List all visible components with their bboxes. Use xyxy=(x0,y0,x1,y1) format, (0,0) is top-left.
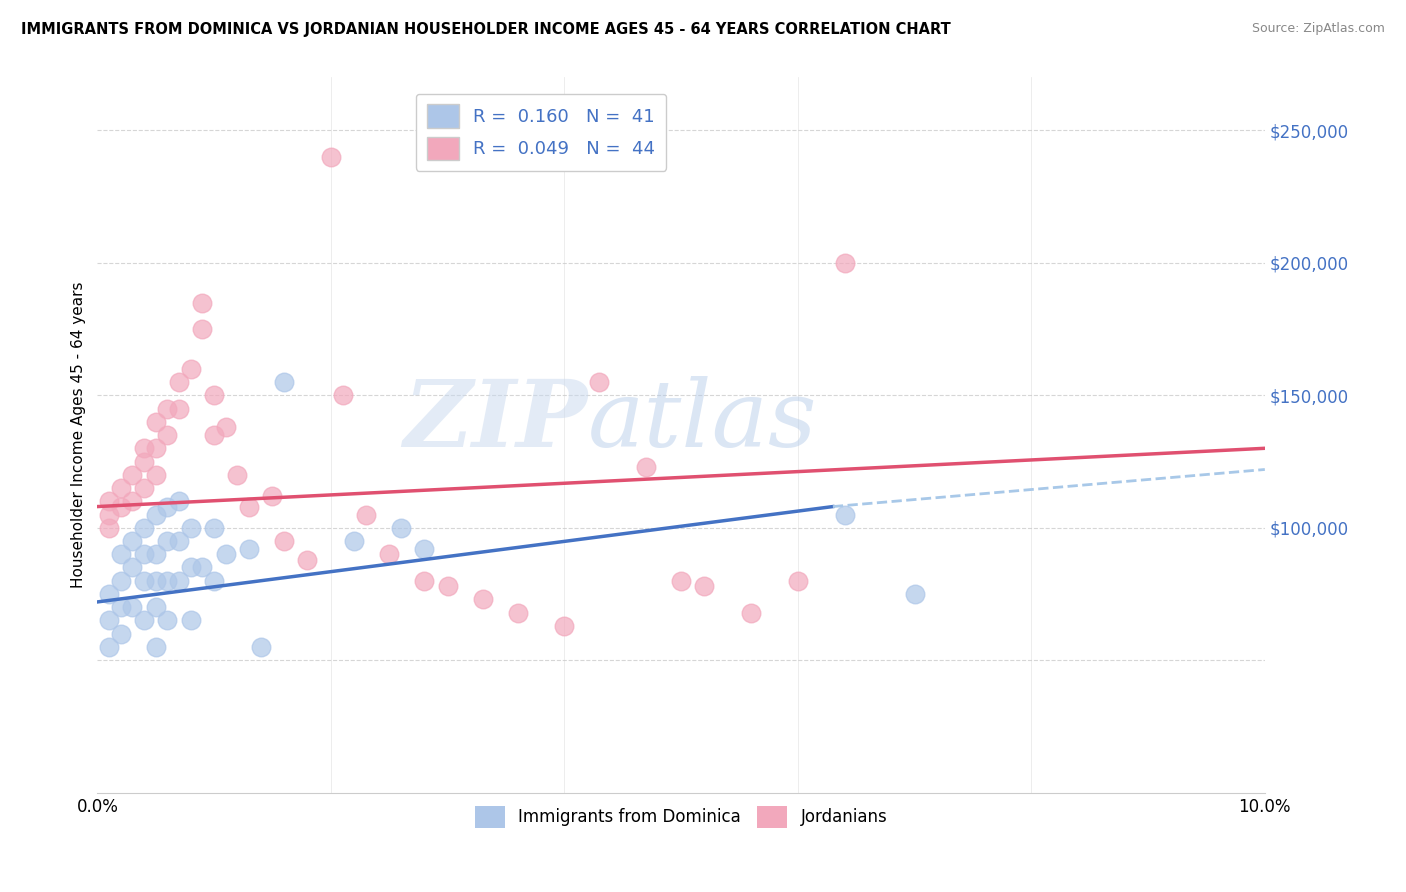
Point xyxy=(98,587,121,601)
Point xyxy=(121,467,143,482)
Point xyxy=(669,574,692,588)
Point xyxy=(145,467,167,482)
Point xyxy=(110,547,132,561)
Point xyxy=(132,454,155,468)
Point xyxy=(319,150,342,164)
Point xyxy=(343,534,366,549)
Point xyxy=(834,508,856,522)
Text: Source: ZipAtlas.com: Source: ZipAtlas.com xyxy=(1251,22,1385,36)
Point xyxy=(98,521,121,535)
Point xyxy=(262,489,284,503)
Point xyxy=(156,401,179,416)
Point xyxy=(191,322,214,336)
Point xyxy=(121,534,143,549)
Point xyxy=(693,579,716,593)
Point xyxy=(436,579,458,593)
Point xyxy=(156,614,179,628)
Point xyxy=(506,606,529,620)
Point xyxy=(156,500,179,514)
Point xyxy=(121,600,143,615)
Legend: Immigrants from Dominica, Jordanians: Immigrants from Dominica, Jordanians xyxy=(468,799,894,834)
Point xyxy=(413,541,436,556)
Point xyxy=(132,481,155,495)
Point xyxy=(98,640,121,654)
Point xyxy=(98,494,121,508)
Point xyxy=(389,521,412,535)
Point xyxy=(786,574,808,588)
Point xyxy=(180,361,202,376)
Point xyxy=(121,494,143,508)
Point xyxy=(202,388,225,402)
Point xyxy=(145,508,167,522)
Point xyxy=(145,442,167,456)
Point xyxy=(378,547,401,561)
Point xyxy=(110,500,132,514)
Point xyxy=(145,574,167,588)
Point xyxy=(238,541,260,556)
Point xyxy=(354,508,377,522)
Point xyxy=(110,574,132,588)
Point xyxy=(110,600,132,615)
Point xyxy=(167,574,190,588)
Point xyxy=(156,574,179,588)
Point xyxy=(636,459,658,474)
Point xyxy=(273,534,295,549)
Point xyxy=(121,560,143,574)
Point xyxy=(413,574,436,588)
Y-axis label: Householder Income Ages 45 - 64 years: Householder Income Ages 45 - 64 years xyxy=(72,282,86,589)
Point xyxy=(202,574,225,588)
Point xyxy=(145,600,167,615)
Point xyxy=(132,574,155,588)
Point xyxy=(156,428,179,442)
Point xyxy=(98,508,121,522)
Point xyxy=(145,415,167,429)
Point xyxy=(191,560,214,574)
Point xyxy=(110,481,132,495)
Point xyxy=(588,375,610,389)
Point xyxy=(110,626,132,640)
Point xyxy=(202,428,225,442)
Point xyxy=(167,494,190,508)
Point xyxy=(180,614,202,628)
Point xyxy=(145,547,167,561)
Point xyxy=(156,534,179,549)
Point xyxy=(132,547,155,561)
Point xyxy=(132,521,155,535)
Point xyxy=(740,606,762,620)
Point xyxy=(167,375,190,389)
Point xyxy=(215,420,238,434)
Point xyxy=(471,592,494,607)
Point xyxy=(167,534,190,549)
Point xyxy=(238,500,260,514)
Text: atlas: atlas xyxy=(588,376,817,466)
Point xyxy=(297,552,319,566)
Point xyxy=(226,467,249,482)
Point xyxy=(202,521,225,535)
Point xyxy=(215,547,238,561)
Point xyxy=(332,388,354,402)
Point xyxy=(273,375,295,389)
Point xyxy=(132,614,155,628)
Point xyxy=(249,640,271,654)
Point xyxy=(191,295,214,310)
Point xyxy=(132,442,155,456)
Text: IMMIGRANTS FROM DOMINICA VS JORDANIAN HOUSEHOLDER INCOME AGES 45 - 64 YEARS CORR: IMMIGRANTS FROM DOMINICA VS JORDANIAN HO… xyxy=(21,22,950,37)
Point xyxy=(180,560,202,574)
Point xyxy=(98,614,121,628)
Point xyxy=(167,401,190,416)
Point xyxy=(553,619,575,633)
Point xyxy=(834,256,856,270)
Text: ZIP: ZIP xyxy=(404,376,588,466)
Point xyxy=(180,521,202,535)
Point xyxy=(145,640,167,654)
Point xyxy=(903,587,925,601)
